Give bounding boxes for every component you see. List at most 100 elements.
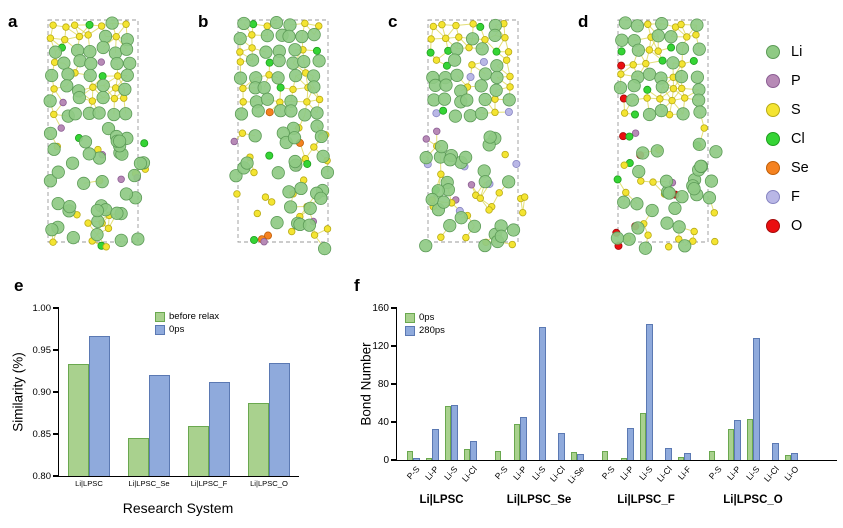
bar-280ps: [665, 447, 672, 460]
atom-S: [248, 31, 256, 39]
bar-280ps: [577, 454, 584, 460]
atom-Li: [463, 109, 477, 123]
atom-P: [467, 181, 476, 189]
atom-Li: [439, 78, 453, 92]
legend-item-O: O: [766, 218, 809, 234]
atom-Li: [83, 45, 97, 59]
panel-b: b: [190, 0, 380, 272]
atom-Li: [494, 229, 508, 243]
atom-Li: [123, 56, 137, 70]
atom-Li: [314, 191, 328, 205]
atom-S: [102, 243, 110, 251]
bar-before relax: [188, 425, 209, 476]
atom-Li: [636, 146, 650, 160]
atom-Li: [502, 93, 516, 107]
atom-S: [502, 56, 511, 64]
x-tick-label: Li-P: [618, 464, 637, 482]
atom-S: [495, 189, 503, 197]
atom-Cl: [492, 47, 501, 56]
atom-S: [289, 85, 297, 94]
atom-Li: [474, 107, 489, 121]
bar-0ps: [494, 450, 501, 460]
bar-before relax: [128, 438, 149, 476]
atom-Li: [490, 59, 504, 73]
atom-S: [700, 124, 708, 132]
x-tick-label: Li-P: [511, 464, 530, 482]
atom-Li: [615, 33, 629, 47]
atom-Li: [692, 93, 706, 107]
atom-Li: [651, 29, 665, 43]
group-label: Li|LPSC: [419, 494, 464, 506]
atom-Li: [95, 175, 109, 189]
atom-Li: [316, 149, 330, 163]
atom-Cl: [140, 139, 149, 148]
atom-S: [644, 20, 652, 28]
atom-F: [504, 107, 513, 116]
atom-Li: [638, 241, 653, 255]
y-tick-mark: [53, 349, 59, 351]
atom-S: [637, 177, 645, 185]
atom-S: [111, 84, 120, 92]
atom-Cl: [265, 58, 274, 67]
panel-label-a: a: [8, 12, 18, 31]
atom-S: [683, 33, 691, 41]
atom-O: [617, 61, 626, 70]
atom-Li: [645, 203, 659, 218]
atom-S: [310, 231, 319, 239]
atom-F: [432, 109, 441, 118]
atom-Li: [655, 80, 669, 94]
atom-Li: [248, 129, 262, 143]
atom-Li: [630, 19, 645, 33]
atom-Li: [672, 220, 686, 234]
atom-Li: [298, 108, 312, 122]
bond-group: P-S Li-P Li-S Li-Cl Li|LPSC: [405, 308, 479, 506]
atom-Li: [642, 67, 657, 81]
element-label: Se: [791, 160, 809, 176]
atom-Li: [666, 56, 680, 70]
y-tick-label: 0.90: [32, 387, 52, 398]
atom-Li: [119, 107, 133, 121]
atom-Li: [478, 92, 492, 107]
bar-0ps: [727, 428, 734, 460]
panel-e: e Similarity (%) 0.80 0.85 0.90 0.95 1.00 Li|…: [0, 272, 330, 528]
atom-Li: [632, 164, 646, 179]
atom-Cl: [85, 20, 94, 29]
bond-slot: Li-F: [676, 308, 693, 482]
atom-Li: [425, 192, 439, 207]
atom-S: [669, 84, 678, 93]
unit-cell-outline: [237, 19, 329, 243]
atom-P: [422, 135, 430, 143]
x-tick-label: Li|LPSC_O: [250, 479, 288, 488]
atom-Li: [460, 93, 474, 107]
atom-Se: [264, 231, 273, 240]
atom-Li: [92, 106, 106, 120]
atom-Cl: [667, 43, 676, 52]
bar-280ps: [432, 428, 439, 460]
atom-Li: [96, 78, 110, 93]
group-label: Li|LPSC_F: [617, 494, 675, 506]
atom-Li: [245, 53, 260, 67]
atom-S: [485, 206, 493, 214]
atom-Li: [610, 231, 625, 245]
atom-S: [437, 233, 445, 241]
x-tick-label: Li-O: [781, 464, 801, 483]
atom-Li: [282, 29, 296, 43]
atom-S: [248, 44, 256, 52]
atom-Li: [251, 104, 265, 118]
y-tick-label: 0.95: [32, 345, 52, 356]
atom-Li: [631, 221, 645, 235]
atom-S: [508, 240, 516, 249]
bond-slot: P-S: [493, 308, 510, 481]
element-label: Cl: [791, 131, 805, 147]
atom-S: [75, 32, 84, 41]
bar-0ps: [620, 458, 627, 460]
bar-280ps: [520, 417, 527, 460]
atom-S: [678, 84, 686, 93]
atom-Li: [83, 68, 97, 83]
atom-S: [253, 209, 262, 218]
atom-Li: [65, 156, 80, 170]
atom-Li: [45, 223, 59, 237]
x-tick-label: Li-S: [530, 464, 549, 482]
atom-S: [261, 193, 270, 201]
